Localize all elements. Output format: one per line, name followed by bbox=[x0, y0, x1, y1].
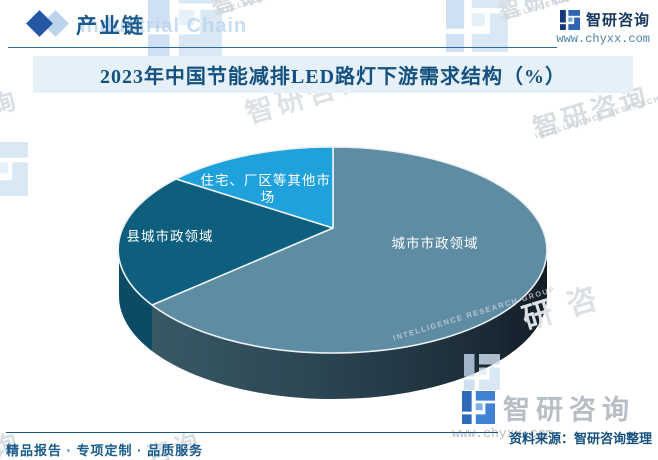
pie-side-urban bbox=[152, 250, 548, 400]
footer-divider bbox=[6, 432, 498, 433]
brand-logo-glyph-icon bbox=[560, 10, 580, 30]
pie-side-county bbox=[118, 250, 152, 351]
pie-label-urban: 城市市政领域 bbox=[392, 235, 479, 251]
brand-logo-site: www.chyxx.com bbox=[556, 32, 650, 46]
pie-label-county: 县城市政领域 bbox=[127, 228, 214, 244]
section-tag: 产业链 bbox=[76, 14, 145, 38]
data-source: 资料来源：智研咨询整理 bbox=[508, 431, 652, 446]
header-divider bbox=[8, 47, 557, 48]
pie-slice-urban bbox=[151, 146, 548, 354]
pie-label-other: 住宅、厂区等其他市 场 bbox=[200, 172, 335, 205]
chart-title: 2023年中国节能减排LED路灯下游需求结构（%） bbox=[33, 56, 633, 93]
brand-logo: 智研咨询 www.chyxx.com bbox=[556, 9, 650, 46]
footer-services: 精品报告 · 专项定制 · 品质服务 bbox=[6, 443, 204, 458]
pie-slice-other bbox=[175, 146, 334, 229]
pie-slice-county bbox=[117, 178, 334, 306]
brand-logo-name: 智研咨询 bbox=[585, 12, 650, 29]
